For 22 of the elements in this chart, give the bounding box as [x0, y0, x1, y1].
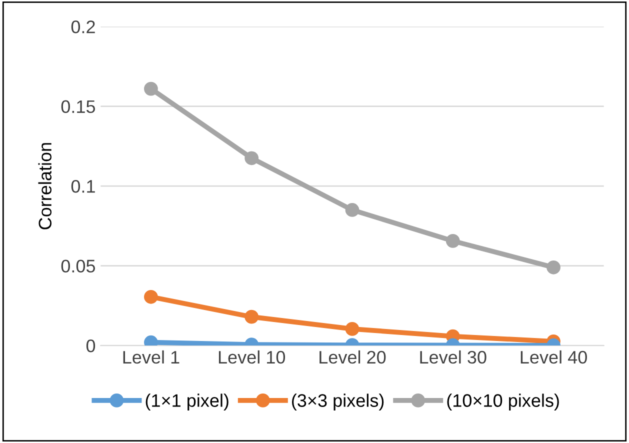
point: [144, 82, 158, 96]
x-tick-label: Level 30: [420, 350, 486, 364]
y-axis-title: Correlation: [38, 143, 52, 230]
point: [345, 203, 360, 217]
y-tick-label: 0.05: [61, 260, 96, 273]
legend-label: (10×10 pixels): [447, 394, 559, 411]
point: [345, 322, 360, 336]
y-tick-label: 0.15: [61, 100, 96, 114]
y-tick-label: 0.2: [71, 20, 95, 34]
point: [446, 234, 460, 248]
x-tick-label: Level 1: [123, 350, 180, 364]
legend-label: (3×3 pixels): [292, 394, 384, 411]
legend-label: (1×1 pixel): [146, 394, 228, 411]
point: [546, 260, 560, 274]
point: [244, 151, 259, 166]
x-tick-label: Level 40: [520, 350, 587, 364]
point: [144, 290, 158, 304]
point: [244, 310, 259, 324]
y-tick-label: 0: [86, 339, 96, 352]
x-tick-label: Level 20: [320, 350, 386, 364]
y-tick-label: 0.1: [71, 180, 95, 193]
x-tick-label: Level 10: [218, 350, 286, 364]
